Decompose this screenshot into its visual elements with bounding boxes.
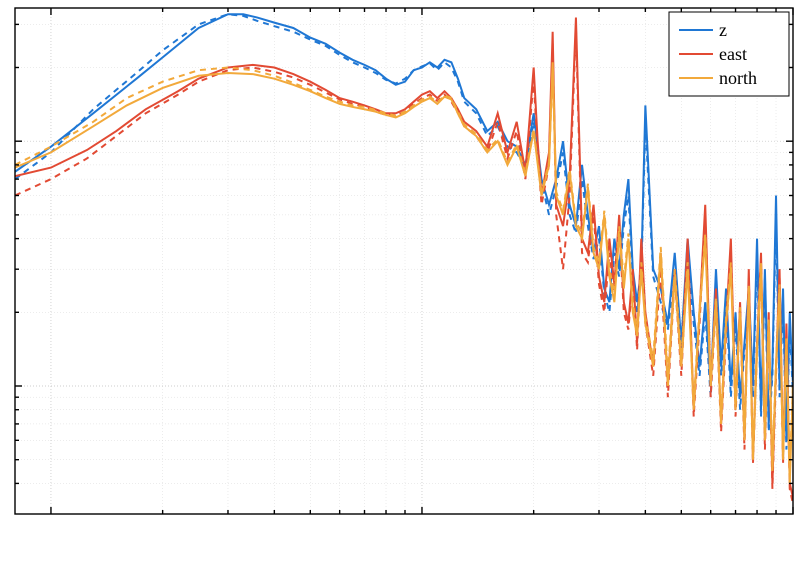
chart-container: z east north: [0, 0, 807, 573]
legend-label-east: east: [719, 44, 747, 64]
legend-label-z: z: [719, 20, 727, 40]
legend: z east north: [669, 12, 789, 96]
line-chart: z east north: [0, 0, 807, 573]
legend-label-north: north: [719, 68, 757, 88]
